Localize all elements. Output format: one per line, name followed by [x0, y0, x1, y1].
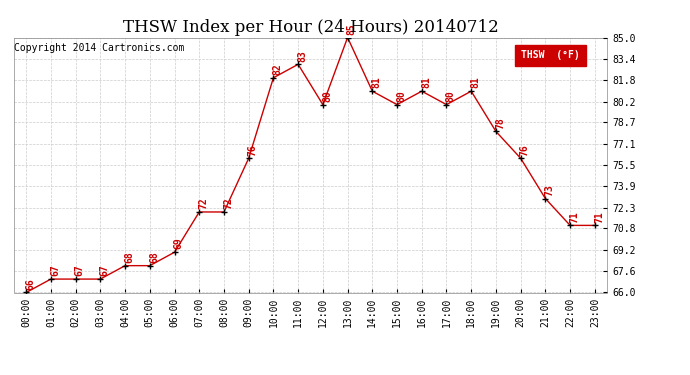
Text: 81: 81: [421, 76, 431, 88]
Text: 80: 80: [396, 90, 406, 102]
Text: 72: 72: [199, 198, 208, 209]
Text: 78: 78: [495, 117, 505, 129]
Text: 68: 68: [149, 251, 159, 263]
Text: 81: 81: [371, 76, 382, 88]
Text: 69: 69: [174, 238, 184, 249]
Text: 85: 85: [347, 23, 357, 35]
Text: Copyright 2014 Cartronics.com: Copyright 2014 Cartronics.com: [14, 43, 185, 52]
Text: 72: 72: [223, 198, 233, 209]
Text: 67: 67: [75, 264, 85, 276]
Text: 68: 68: [124, 251, 135, 263]
Text: 83: 83: [297, 50, 307, 62]
Text: 80: 80: [322, 90, 332, 102]
Text: 71: 71: [569, 211, 580, 223]
Text: 76: 76: [248, 144, 258, 156]
Text: 67: 67: [50, 264, 60, 276]
Text: 82: 82: [273, 63, 283, 75]
Text: 67: 67: [99, 264, 110, 276]
Text: 81: 81: [471, 76, 480, 88]
FancyBboxPatch shape: [515, 45, 586, 66]
Text: 73: 73: [544, 184, 555, 196]
Text: 66: 66: [26, 278, 35, 290]
Text: 76: 76: [520, 144, 530, 156]
Text: THSW  (°F): THSW (°F): [522, 50, 580, 60]
Text: 80: 80: [446, 90, 455, 102]
Text: 71: 71: [594, 211, 604, 223]
Title: THSW Index per Hour (24 Hours) 20140712: THSW Index per Hour (24 Hours) 20140712: [123, 19, 498, 36]
